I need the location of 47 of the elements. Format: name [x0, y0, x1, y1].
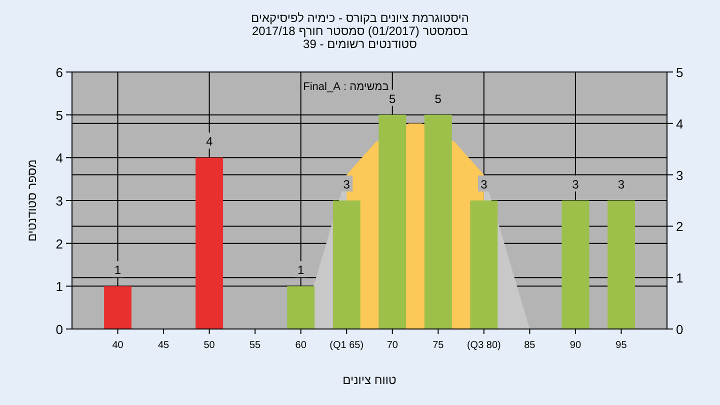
data-label: 1 [114, 263, 122, 278]
x-tick-label: 55 [250, 340, 262, 351]
bar [378, 114, 406, 329]
x-tick-label: 75 [432, 340, 444, 351]
bar [104, 286, 132, 329]
data-label: 5 [389, 92, 396, 106]
y-tick-label: 5 [56, 108, 63, 123]
x-tick-label: 85 [524, 340, 536, 351]
bar [287, 286, 315, 329]
x-tick-label: 45 [158, 340, 170, 351]
bar [424, 114, 452, 329]
data-label: 1 [298, 263, 304, 278]
y-tick-label: 1 [56, 279, 63, 294]
x-tick-label: 70 [386, 340, 398, 351]
annotation: במשימה : Final_A [303, 81, 390, 93]
data-label: 3 [480, 178, 488, 192]
y2-tick-label: 1 [676, 270, 684, 286]
chart-subtitle: בסמסטר (01/2017) סמסטר חורף 2017/18 [252, 24, 468, 38]
data-label: 3 [343, 178, 350, 192]
text: סטודנטים רשומים - 39 [303, 37, 418, 51]
x-axis-title: טווח ציונים [342, 373, 397, 387]
bar [562, 200, 590, 329]
y2-tick-label: 4 [676, 116, 684, 132]
x-tick-label: 90 [570, 340, 582, 351]
data-label: 5 [434, 92, 442, 106]
bar [608, 200, 635, 329]
y-tick-label: 3 [56, 194, 63, 208]
data-label: 3 [572, 178, 580, 192]
bar [196, 158, 224, 329]
x-tick-label: 40 [112, 340, 124, 351]
x-tick-label: (Q3 80) [466, 340, 501, 351]
y-tick-label: 0 [56, 322, 63, 337]
data-label: 3 [618, 178, 625, 192]
x-tick-label: (Q1 65) [330, 340, 364, 351]
x-tick-label: 95 [616, 340, 628, 351]
data-label: 4 [206, 134, 213, 149]
y2-tick-label: 3 [676, 168, 684, 183]
y-tick-label: 6 [56, 65, 63, 80]
chart-title: היסטוגרמת ציונים בקורס - כימיה לפיסיקאים [251, 11, 469, 25]
y-axis-title: מספר סטודנטים [25, 159, 39, 242]
x-tick-label: 50 [204, 340, 216, 351]
y2-tick-label: 5 [676, 65, 684, 80]
y2-tick-label: 2 [676, 219, 684, 234]
y-tick-label: 2 [56, 236, 63, 252]
y2-tick-label: 0 [676, 322, 684, 337]
y-tick-label: 4 [56, 150, 63, 166]
x-tick-label: 60 [295, 340, 307, 351]
